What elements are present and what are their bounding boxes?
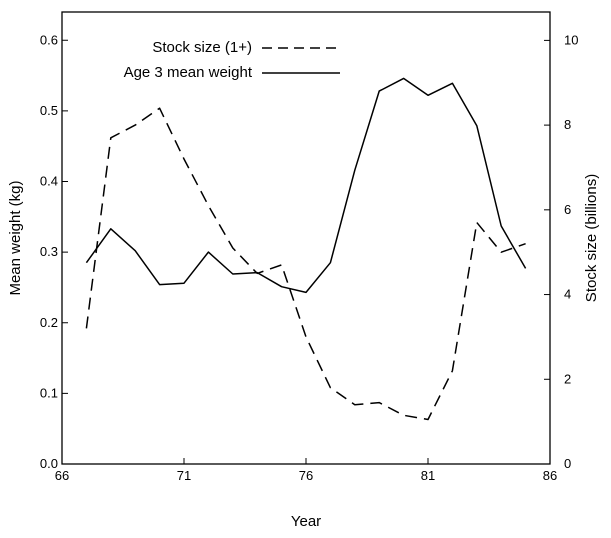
left-tick-label: 0.0 — [40, 456, 58, 471]
x-axis-ticks: 66 71 76 81 86 — [55, 458, 557, 483]
left-tick-label: 0.1 — [40, 385, 58, 400]
right-y-axis-label: Stock size (billions) — [583, 174, 600, 302]
left-tick-label: 0.2 — [40, 315, 58, 330]
x-tick-label: 71 — [177, 468, 191, 483]
x-tick-label: 76 — [299, 468, 313, 483]
right-tick-label: 4 — [564, 287, 571, 302]
series-layer — [85, 77, 527, 421]
legend-label-stock-size: Stock size (1+) — [152, 39, 252, 56]
x-axis-label: Year — [291, 513, 321, 530]
right-tick-label: 10 — [564, 32, 578, 47]
legend: Stock size (1+) Age 3 mean weight — [124, 39, 340, 81]
left-tick-label: 0.4 — [40, 174, 58, 189]
left-tick-label: 0.5 — [40, 103, 58, 118]
right-axis-ticks: 0 2 4 6 8 10 — [544, 32, 578, 471]
right-tick-label: 8 — [564, 117, 571, 132]
x-tick-label: 66 — [55, 468, 69, 483]
left-tick-label: 0.3 — [40, 244, 58, 259]
right-tick-label: 2 — [564, 371, 571, 386]
left-axis-ticks: 0.0 0.1 0.2 0.3 0.4 0.5 0.6 — [40, 32, 68, 471]
legend-label-age3-weight: Age 3 mean weight — [124, 64, 253, 81]
series-line-age3-weight — [85, 77, 527, 294]
x-tick-label: 81 — [421, 468, 435, 483]
x-tick-label: 86 — [543, 468, 557, 483]
left-tick-label: 0.6 — [40, 32, 58, 47]
right-tick-label: 0 — [564, 456, 571, 471]
series-line-stock-size — [85, 107, 526, 421]
right-tick-label: 6 — [564, 202, 571, 217]
left-y-axis-label: Mean weight (kg) — [7, 180, 24, 295]
